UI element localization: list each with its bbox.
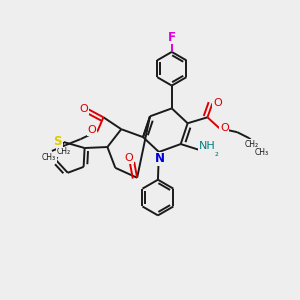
Text: NH: NH <box>199 141 216 151</box>
Text: CH₂: CH₂ <box>57 148 71 157</box>
Text: N: N <box>155 152 165 165</box>
Text: F: F <box>168 31 176 44</box>
Text: CH₂: CH₂ <box>245 140 259 148</box>
Text: O: O <box>125 153 134 163</box>
Text: S: S <box>54 135 62 148</box>
Text: O: O <box>87 125 96 135</box>
Text: O: O <box>79 104 88 114</box>
Text: O: O <box>220 123 229 133</box>
Text: CH₃: CH₃ <box>255 148 269 158</box>
Text: CH₃: CH₃ <box>42 153 56 162</box>
Text: O: O <box>213 98 222 108</box>
Text: ₂: ₂ <box>214 148 218 158</box>
